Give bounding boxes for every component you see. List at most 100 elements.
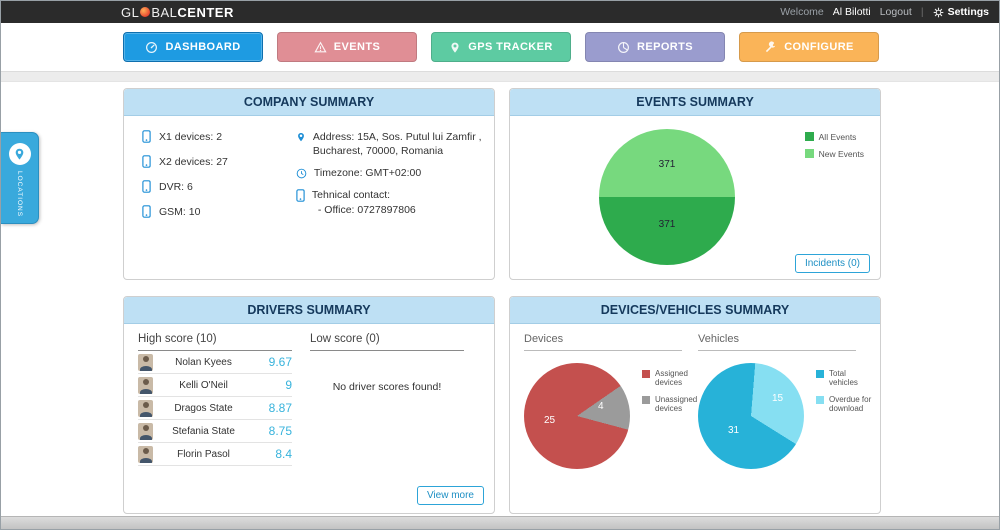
driver-row[interactable]: Kelli O'Neil 9 [138, 374, 292, 397]
contact-label: Tehnical contact: [311, 189, 391, 202]
legend-new-events: New Events [804, 149, 864, 159]
dashboard-gauge-icon [145, 41, 158, 54]
contact-office: - Office: 0727897806 [317, 203, 416, 216]
driver-row[interactable]: Nolan Kyees 9.67 [138, 351, 292, 374]
vehicles-legend: Total vehicles Overdue for download [816, 369, 872, 469]
driver-avatar [138, 445, 153, 463]
contact-phone-icon [296, 189, 305, 203]
tab-configure-label: CONFIGURE [784, 41, 854, 53]
stat-label: DVR: 6 [159, 180, 193, 193]
legend-total-vehicles: Total vehicles [816, 369, 872, 387]
new-events-value: 371 [658, 159, 676, 170]
incidents-button[interactable]: Incidents (0) [794, 254, 870, 273]
vehicles-column: Vehicles 31 15 Total vehicles [698, 333, 872, 469]
contact-lines: Tehnical contact: - Office: 0727897806 [312, 188, 416, 216]
driver-row[interactable]: Stefania State 8.75 [138, 420, 292, 443]
vehicles-header: Vehicles [698, 333, 856, 351]
tab-events[interactable]: EVENTS [277, 32, 417, 62]
tab-events-label: EVENTS [333, 41, 381, 53]
high-score-header: High score (10) [138, 333, 292, 351]
vehicles-pie-chart[interactable]: 31 15 [698, 363, 804, 469]
warning-triangle-icon [314, 40, 327, 54]
driver-score: 8.75 [268, 424, 292, 438]
company-summary-body: X1 devices: 2 X2 devices: 27 DVR: 6 [124, 116, 494, 230]
timezone-text: Timezone: GMT+02:00 [313, 167, 422, 180]
no-scores-message: No driver scores found! [332, 381, 442, 393]
locations-side-tab[interactable]: LOCATIONS [1, 132, 39, 224]
unassigned-devices-swatch [642, 396, 650, 404]
low-score-column: Low score (0) No driver scores found! [310, 333, 482, 466]
stat-x2-devices: X2 devices: 27 [142, 155, 296, 168]
total-vehicles-value: 31 [728, 425, 740, 436]
legend-label: Assigned devices [655, 369, 688, 387]
driver-score: 9.67 [268, 355, 292, 369]
stat-gsm: GSM: 10 [142, 205, 296, 218]
devices-chart-area: 25 4 Assigned devices Unassig [524, 363, 698, 469]
logo-text-gl: GL [121, 4, 140, 20]
company-device-stats: X1 devices: 2 X2 devices: 27 DVR: 6 [142, 130, 296, 230]
locations-tab-label: LOCATIONS [16, 171, 23, 218]
legend-label: New Events [818, 149, 864, 159]
events-pie-chart[interactable]: 371 371 [599, 129, 735, 265]
tab-dashboard-label: DASHBOARD [165, 41, 241, 53]
high-score-column: High score (10) Nolan Kyees 9.67 Kelli O… [138, 333, 310, 466]
tab-gps-tracker[interactable]: GPS TRACKER [431, 32, 571, 62]
settings-link[interactable]: Settings [933, 6, 989, 18]
view-more-button[interactable]: View more [416, 486, 484, 505]
driver-name: Nolan Kyees [175, 356, 232, 368]
tab-reports-label: REPORTS [637, 41, 693, 53]
globe-icon [140, 7, 151, 17]
map-pin-icon [449, 41, 461, 54]
assigned-devices-value: 25 [544, 415, 556, 426]
devices-vehicles-body: Devices 25 4 Assigned devices [510, 324, 880, 469]
tab-configure[interactable]: CONFIGURE [739, 32, 879, 62]
devices-vehicles-summary-panel: DEVICES/VEHICLES SUMMARY Devices 25 4 [509, 296, 881, 514]
all-events-value: 371 [658, 219, 676, 230]
driver-name: Dragos State [174, 402, 233, 414]
driver-avatar [138, 422, 153, 440]
driver-name: Florin Pasol [177, 448, 230, 460]
devices-legend: Assigned devices Unassigned devices [642, 369, 698, 469]
driver-row[interactable]: Florin Pasol 8.4 [138, 443, 292, 466]
company-timezone: Timezone: GMT+02:00 [296, 167, 484, 179]
top-bar: GL BAL CENTER Welcome Al Bilotti Logout … [1, 1, 999, 23]
driver-row[interactable]: Dragos State 8.87 [138, 397, 292, 420]
driver-name: Kelli O'Neil [179, 379, 228, 391]
tab-reports[interactable]: REPORTS [585, 32, 725, 62]
company-summary-title: COMPANY SUMMARY [124, 89, 494, 116]
legend-label: Unassigned devices [655, 395, 698, 413]
legend-assigned-devices: Assigned devices [642, 369, 698, 387]
panel-grid: COMPANY SUMMARY X1 devices: 2 X2 devices… [123, 88, 999, 514]
settings-label: Settings [947, 6, 989, 18]
address-line-1: Address: 15A, Sos. Putul lui Zamfir , [312, 131, 482, 143]
devices-pie-chart[interactable]: 25 4 [524, 363, 630, 469]
drivers-summary-panel: DRIVERS SUMMARY High score (10) Nolan Ky… [123, 296, 495, 514]
logout-link[interactable]: Logout [879, 6, 912, 18]
driver-avatar [138, 353, 153, 371]
low-score-header: Low score (0) [310, 333, 464, 351]
main-nav: DASHBOARD EVENTS GPS TRACKER REPORTS CON… [1, 23, 999, 71]
logo-text-bal: BAL [151, 4, 178, 20]
stat-x1-devices: X1 devices: 2 [142, 130, 296, 143]
driver-score: 8.87 [268, 401, 292, 415]
assigned-devices-swatch [642, 370, 650, 378]
legend-label: Overdue for download [829, 395, 872, 413]
devices-header: Devices [524, 333, 682, 351]
legend-label: All Events [818, 132, 857, 142]
device-icon [142, 205, 151, 218]
address-line-2: Bucharest, 70000, Romania [312, 145, 444, 158]
address-lines: Address: 15A, Sos. Putul lui Zamfir , Bu… [313, 130, 482, 158]
stat-label: X1 devices: 2 [159, 130, 223, 143]
events-summary-panel: EVENTS SUMMARY 371 371 All Events New [509, 88, 881, 280]
logo-text-center: CENTER [177, 4, 234, 20]
device-icon [142, 155, 151, 168]
vehicles-chart-area: 31 15 Total vehicles Overdue [698, 363, 872, 469]
tab-dashboard[interactable]: DASHBOARD [123, 32, 263, 62]
company-contact: Tehnical contact: - Office: 0727897806 [296, 188, 484, 216]
devices-vehicles-title: DEVICES/VEHICLES SUMMARY [510, 297, 880, 324]
device-icon [142, 130, 151, 143]
events-summary-body: 371 371 All Events New Events Incid [510, 116, 880, 279]
legend-label: Total vehicles [829, 369, 858, 387]
welcome-label: Welcome [780, 6, 824, 18]
